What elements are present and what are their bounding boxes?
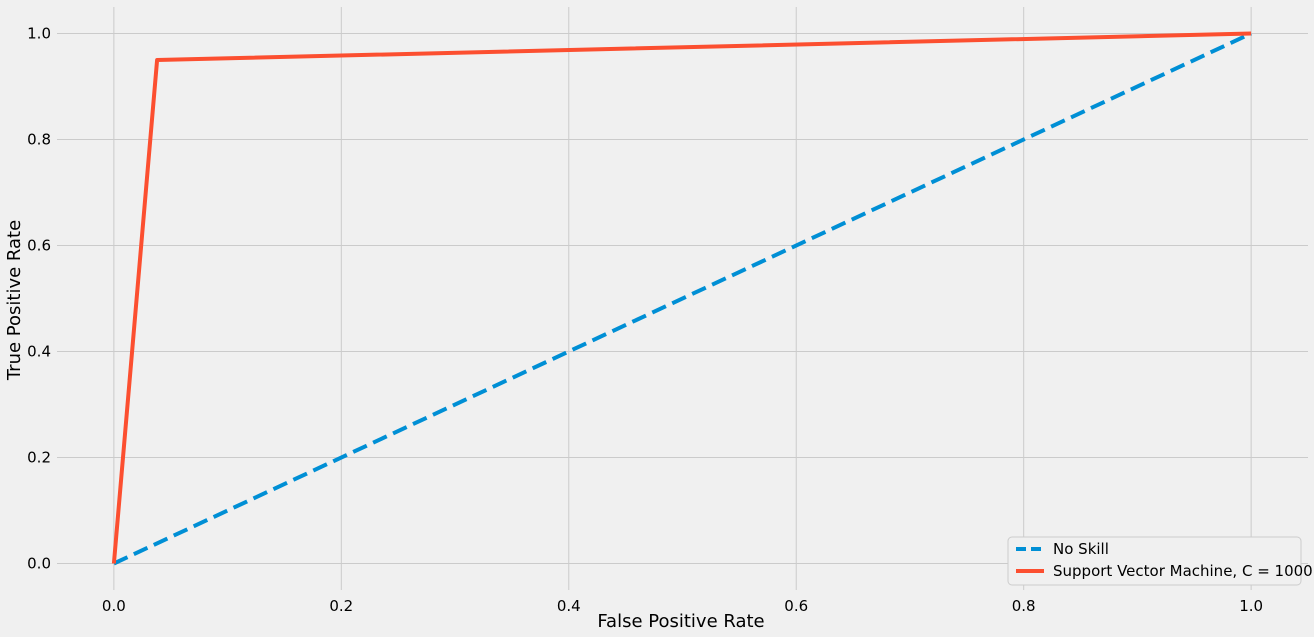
x-tick-label: 0.4 — [557, 597, 581, 615]
y-tick-label: 0.4 — [27, 343, 51, 361]
legend-box — [1007, 536, 1302, 586]
x-tick-label: 0.8 — [1012, 597, 1036, 615]
x-tick-labels: 0.0 0.2 0.4 0.6 0.8 1.0 — [102, 597, 1263, 615]
x-axis-label: False Positive Rate — [597, 611, 764, 632]
x-tick-label: 1.0 — [1239, 597, 1263, 615]
legend: No Skill Support Vector Machine, C = 100… — [1007, 536, 1313, 586]
y-tick-label: 1.0 — [27, 25, 51, 43]
y-tick-label: 0.0 — [27, 555, 51, 573]
x-tick-label: 0.0 — [102, 597, 126, 615]
x-tick-label: 0.6 — [784, 597, 808, 615]
series-line-svm — [111, 31, 1252, 564]
y-tick-label: 0.2 — [27, 449, 51, 467]
legend-label-svm: Support Vector Machine, C = 1000 — [1053, 562, 1313, 580]
y-axis-label: True Positive Rate — [4, 220, 25, 381]
x-tick-label: 0.2 — [329, 597, 353, 615]
series-line-no-skill — [113, 31, 1252, 566]
y-tick-label: 0.6 — [27, 237, 51, 255]
y-tick-label: 0.8 — [27, 131, 51, 149]
series-layer — [111, 31, 1252, 566]
legend-label-no-skill: No Skill — [1053, 540, 1109, 558]
y-tick-labels: 0.0 0.2 0.4 0.6 0.8 1.0 — [27, 25, 51, 573]
